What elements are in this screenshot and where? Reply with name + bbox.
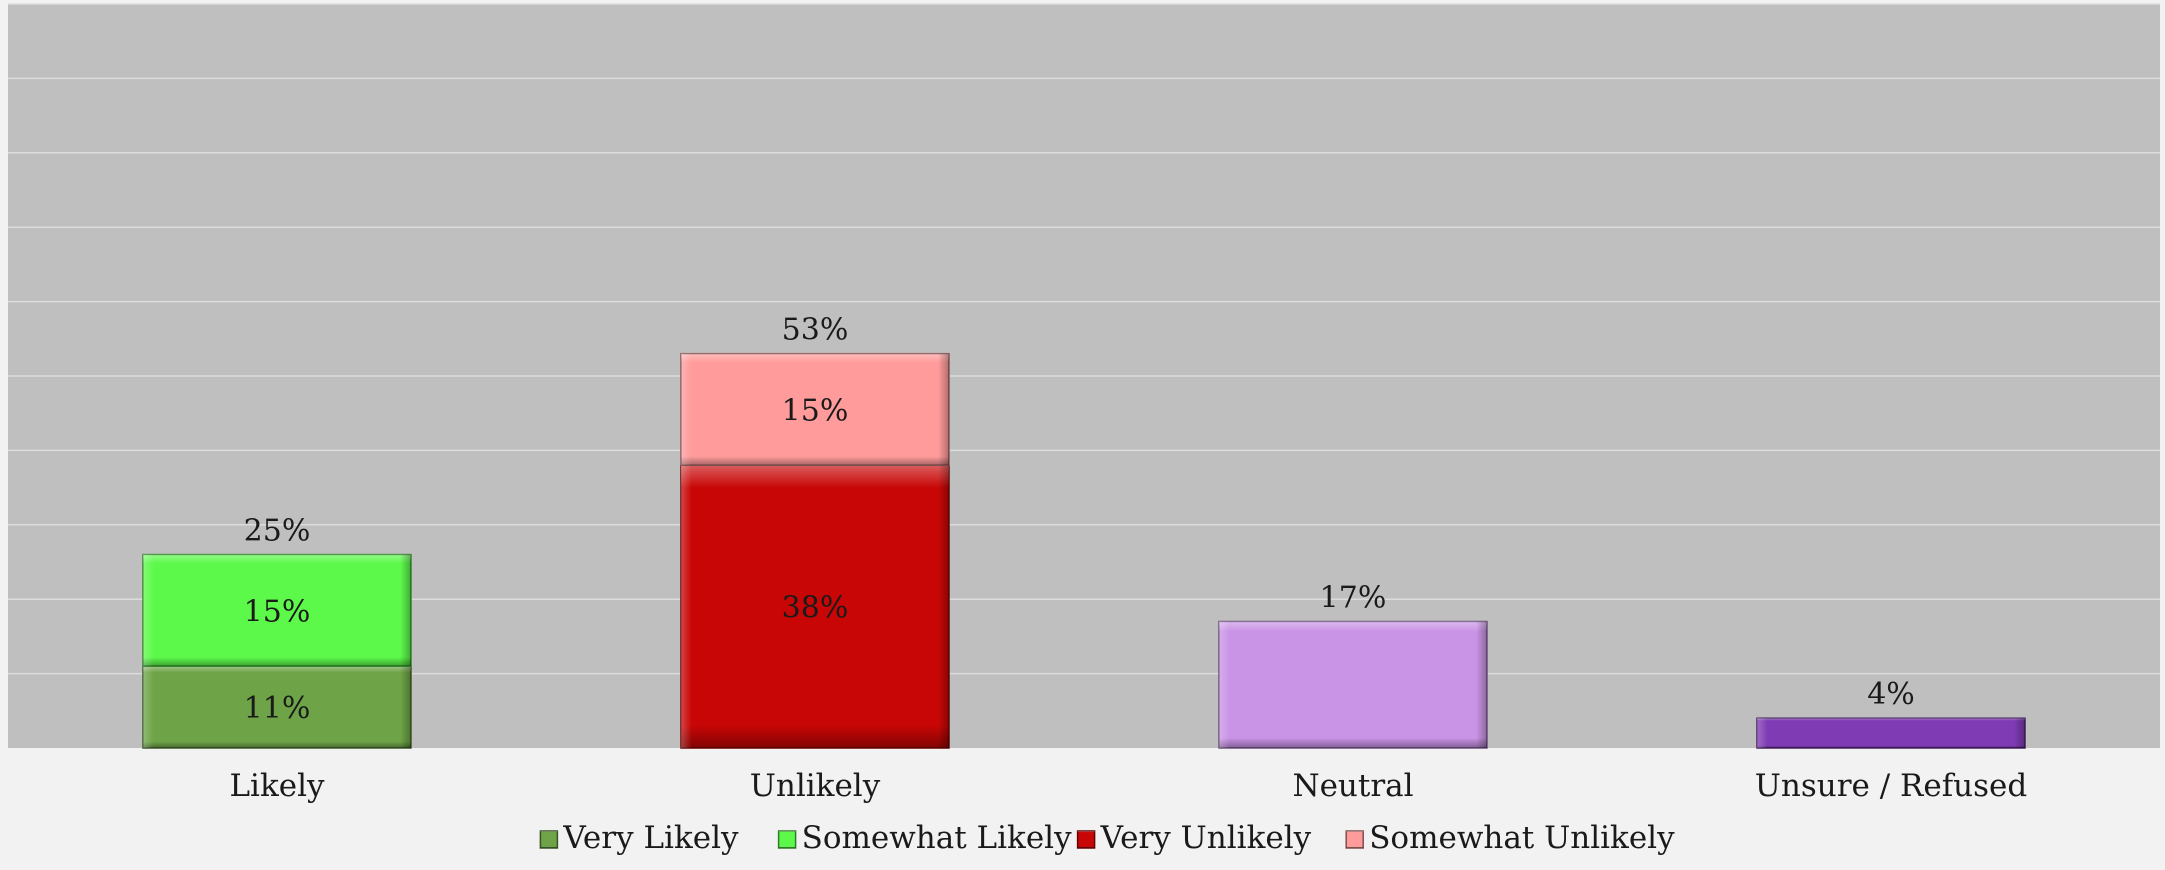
bar-segment	[142, 553, 412, 667]
legend-swatch-bevel	[1077, 831, 1095, 848]
legend-item: Very Likely	[539, 820, 739, 856]
legend-item: Somewhat Unlikely	[1345, 820, 1675, 856]
bar-segment-bevel-side	[1757, 718, 2025, 748]
bar-segment-bevel-side	[143, 554, 411, 667]
bars	[142, 352, 2026, 749]
total-value-label: 25%	[244, 514, 311, 549]
legend-swatch-bevel	[778, 831, 796, 848]
data-labels: 11% 15% 25% 38% 15% 53% 17% 4%	[244, 313, 1915, 726]
legend-swatch-bevel	[1346, 831, 1364, 848]
total-value-label: 4%	[1867, 677, 1915, 712]
bar-segment	[142, 665, 412, 749]
bar-segment	[680, 352, 950, 467]
legend-label: Very Likely	[562, 820, 739, 856]
legend-label: Somewhat Likely	[802, 820, 1072, 856]
bar-segment-bevel-side	[681, 465, 949, 748]
segment-value-label: 11%	[244, 691, 311, 726]
segment-value-label: 15%	[782, 393, 849, 428]
bar-segment	[1756, 717, 2026, 749]
x-tick-label: Likely	[229, 768, 325, 804]
x-tick-label: Unlikely	[750, 768, 881, 804]
x-tick-label: Unsure / Refused	[1755, 768, 2028, 804]
legend-item: Very Unlikely	[1076, 820, 1312, 856]
bar-segment	[680, 464, 950, 749]
segment-value-label: 15%	[244, 594, 311, 629]
x-axis: Likely Unlikely Neutral Unsure / Refused	[229, 768, 2027, 804]
gridlines	[8, 3, 2160, 675]
bar-segment	[1218, 620, 1488, 749]
legend-item: Somewhat Likely	[777, 820, 1072, 856]
total-value-label: 53%	[782, 313, 849, 348]
legend-label: Very Unlikely	[1100, 820, 1312, 856]
bar-segment-bevel-side	[1219, 621, 1487, 748]
x-tick-label: Neutral	[1292, 768, 1413, 804]
legend-swatch-bevel	[540, 831, 558, 848]
segment-value-label: 38%	[782, 591, 849, 626]
total-value-label: 17%	[1320, 581, 1387, 616]
bar-segment-bevel-side	[681, 353, 949, 466]
bar-segment-bevel-side	[143, 666, 411, 748]
legend-label: Somewhat Unlikely	[1369, 820, 1675, 856]
legend: Very Likely Somewhat Likely Very Unlikely S…	[539, 820, 1675, 856]
